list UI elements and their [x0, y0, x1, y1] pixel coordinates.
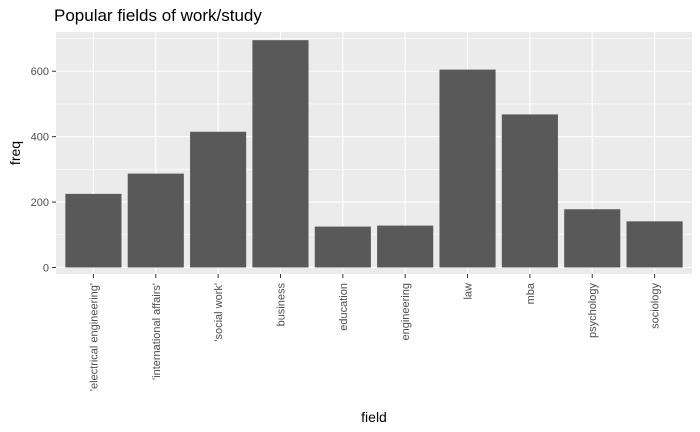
y-tick-label: 400 [31, 132, 49, 144]
bar [626, 221, 683, 268]
bar [564, 209, 621, 268]
bars [65, 40, 683, 268]
y-tick-label: 200 [31, 197, 49, 209]
bar [127, 173, 184, 268]
bar [190, 131, 247, 268]
x-tick-label: mba [525, 282, 537, 304]
chart-title: Popular fields of work/study [54, 6, 262, 25]
y-tick-label: 0 [43, 262, 49, 274]
bar [439, 69, 496, 268]
x-tick-label: psychology [587, 283, 599, 339]
x-axis: 'electrical engineering' 'international a… [88, 274, 662, 391]
y-tick-label: 600 [31, 66, 49, 78]
y-axis: 0 200 400 600 [31, 66, 56, 274]
x-axis-title: field [361, 409, 387, 425]
x-tick-label: business [275, 283, 287, 327]
bar [501, 114, 558, 268]
x-tick-label: law [463, 283, 475, 300]
y-axis-title: freq [7, 141, 23, 165]
bar [377, 225, 434, 268]
x-tick-label: engineering [400, 283, 412, 341]
x-tick-label: 'electrical engineering' [88, 283, 100, 391]
x-tick-label: sociology [650, 283, 662, 329]
bar [65, 193, 122, 268]
x-tick-label: education [338, 283, 350, 331]
bar [252, 40, 309, 268]
x-tick-label: 'social work' [213, 283, 225, 342]
bar [314, 226, 371, 268]
x-tick-label: 'international affairs' [151, 283, 163, 380]
